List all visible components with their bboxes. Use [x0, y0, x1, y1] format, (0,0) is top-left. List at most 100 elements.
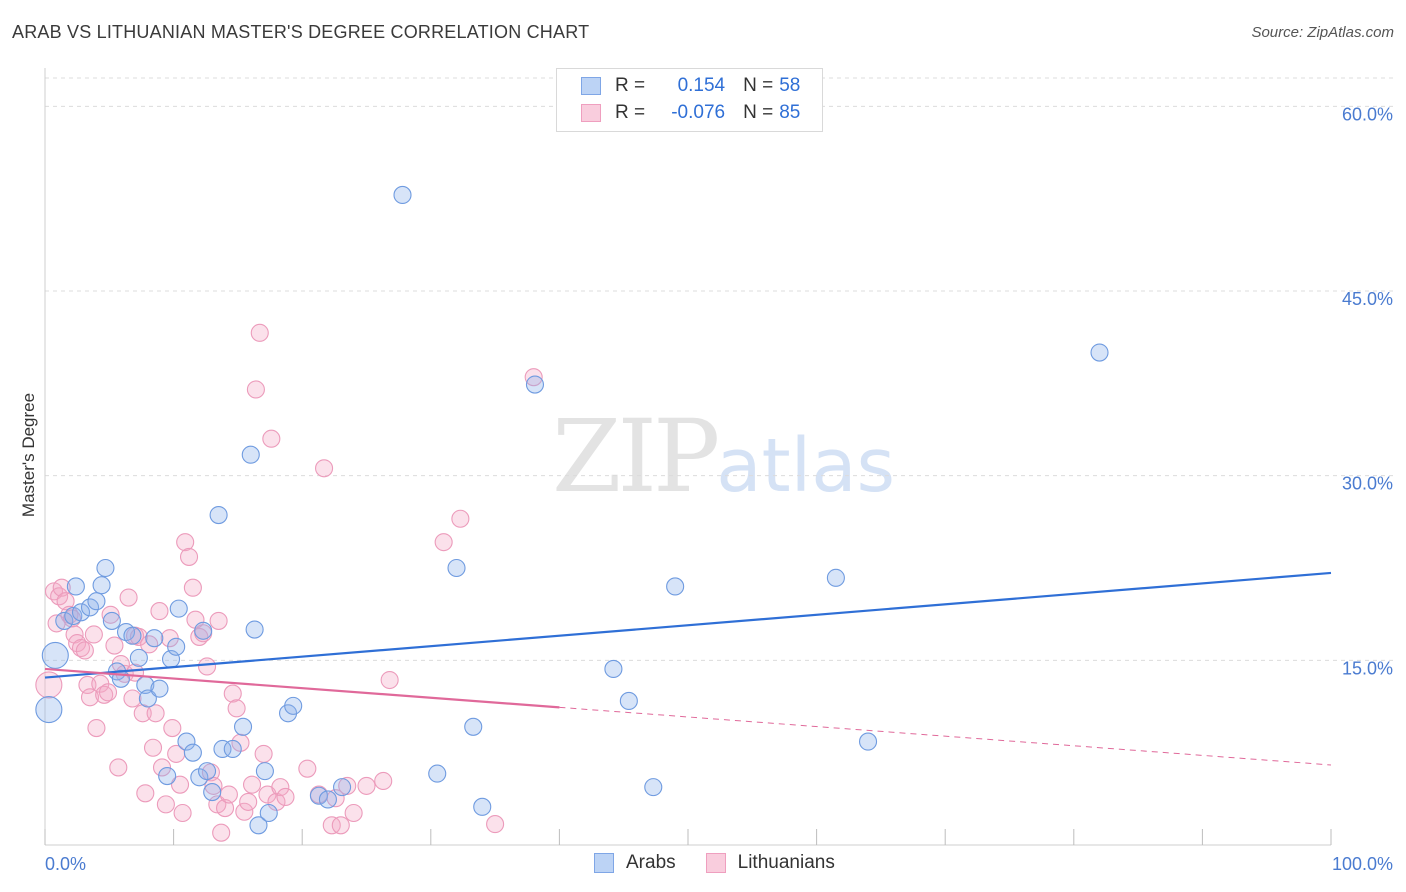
lithuanian-point	[119, 588, 138, 607]
legend-row-lithuanians: R = -0.076 N = 85	[581, 100, 800, 126]
lithuanian-point	[227, 699, 246, 718]
chart-title: ARAB VS LITHUANIAN MASTER'S DEGREE CORRE…	[12, 22, 590, 42]
watermark-atlas: atlas	[716, 423, 896, 509]
lithuanian-point	[56, 592, 75, 611]
lithuanian-point	[254, 744, 273, 763]
arab-point	[177, 732, 196, 751]
lithuanian-point	[315, 459, 334, 478]
arab-point	[1090, 343, 1109, 362]
arab-point	[41, 641, 69, 669]
lithuanians-trend-line	[44, 667, 560, 709]
arab-point	[213, 739, 232, 759]
y-tick-label: 30.0%	[1342, 474, 1393, 494]
lithuanian-point	[150, 602, 169, 621]
y-tick-label: 45.0%	[1342, 289, 1393, 309]
arab-point	[123, 626, 142, 645]
legend-r-label: R =	[615, 75, 646, 96]
legend-label-arabs: Arabs	[626, 852, 676, 873]
lithuanian-point	[298, 759, 317, 778]
arab-point	[259, 803, 278, 823]
arab-point	[464, 717, 483, 736]
lithuanian-point	[209, 611, 228, 630]
lithuanian-point	[87, 718, 106, 738]
x-tick-label: 100.0%	[1332, 854, 1393, 874]
arab-point	[169, 599, 188, 618]
y-axis-label: Master's Degree	[19, 393, 38, 517]
lithuanians-points	[35, 323, 543, 842]
lithuanian-point	[276, 787, 295, 807]
arab-point	[619, 691, 638, 711]
arab-point	[241, 445, 260, 464]
legend-label-lithuanians: Lithuanians	[737, 852, 835, 873]
lithuanian-point	[80, 688, 100, 707]
lithuanian-point	[173, 803, 192, 823]
lithuanian-point	[163, 718, 182, 738]
lithuanian-point	[98, 683, 118, 702]
lithuanian-point	[136, 784, 155, 803]
arab-point	[66, 577, 85, 596]
trend-lines	[44, 571, 1332, 766]
lithuanian-point	[75, 641, 94, 660]
arab-point	[318, 790, 337, 809]
lithuanian-point	[486, 815, 505, 834]
lithuanian-point	[250, 323, 269, 342]
lithuanian-point	[170, 775, 190, 794]
arab-point	[150, 679, 169, 698]
lithuanian-point	[223, 684, 242, 703]
arab-point	[129, 648, 148, 667]
arabs-swatch	[594, 853, 614, 873]
legend-row-arabs: R = 0.154 N = 58	[581, 73, 800, 99]
source-note: Source: ZipAtlas.com	[1251, 24, 1394, 41]
arab-point	[233, 717, 253, 736]
lithuanian-point	[331, 816, 350, 835]
legend-n-label: N =	[743, 102, 774, 123]
arab-point	[428, 764, 447, 783]
tick-labels: 15.0% 30.0% 45.0% 60.0% 0.0% 100.0%	[45, 104, 1393, 874]
lithuanian-point	[451, 509, 470, 528]
lithuanian-point	[156, 795, 175, 814]
x-tick-label: 0.0%	[45, 854, 86, 874]
arab-point	[284, 696, 303, 715]
lithuanians-swatch	[581, 104, 601, 122]
arab-point	[35, 696, 63, 724]
legend-n-value: 85	[779, 102, 801, 123]
arabs-swatch	[581, 77, 601, 95]
lithuanian-point	[344, 803, 363, 823]
watermark: ZIPatlas	[552, 398, 895, 515]
arab-point	[393, 185, 412, 205]
lithuanian-point	[84, 625, 103, 644]
arab-point	[223, 739, 242, 759]
lithuanian-point	[183, 578, 202, 597]
arab-point	[87, 592, 106, 611]
lithuanian-point	[271, 778, 290, 797]
lithuanian-point	[219, 785, 238, 804]
y-tick-label: 15.0%	[1342, 658, 1393, 678]
lithuanian-point	[105, 636, 124, 655]
lithuanian-point	[262, 429, 281, 448]
arabs-trend-line	[44, 571, 1332, 679]
lithuanian-point	[197, 657, 217, 676]
lithuanian-point	[109, 758, 128, 777]
legend-n-label: N =	[743, 75, 774, 96]
legend-n-value: 58	[779, 75, 801, 96]
y-tick-label: 60.0%	[1342, 104, 1393, 124]
arab-point	[644, 778, 663, 797]
legend-item-lithuanians[interactable]: Lithuanians	[705, 852, 835, 874]
arab-point	[309, 786, 328, 805]
lithuanian-point	[52, 578, 71, 597]
arab-point	[858, 732, 878, 751]
legend-item-arabs[interactable]: Arabs	[594, 852, 676, 874]
lithuanian-point	[101, 605, 120, 624]
lithuanian-point	[35, 671, 63, 699]
lithuanian-point	[143, 738, 163, 757]
arab-point	[826, 568, 845, 587]
arab-point	[666, 577, 685, 596]
grid-lines	[45, 77, 1395, 661]
legend-r-value: -0.076	[671, 102, 726, 123]
legend-r-label: R =	[615, 102, 646, 123]
lithuanian-point	[152, 758, 172, 777]
arab-point	[96, 558, 115, 578]
lithuanian-point	[242, 775, 262, 794]
arab-point	[194, 621, 213, 640]
